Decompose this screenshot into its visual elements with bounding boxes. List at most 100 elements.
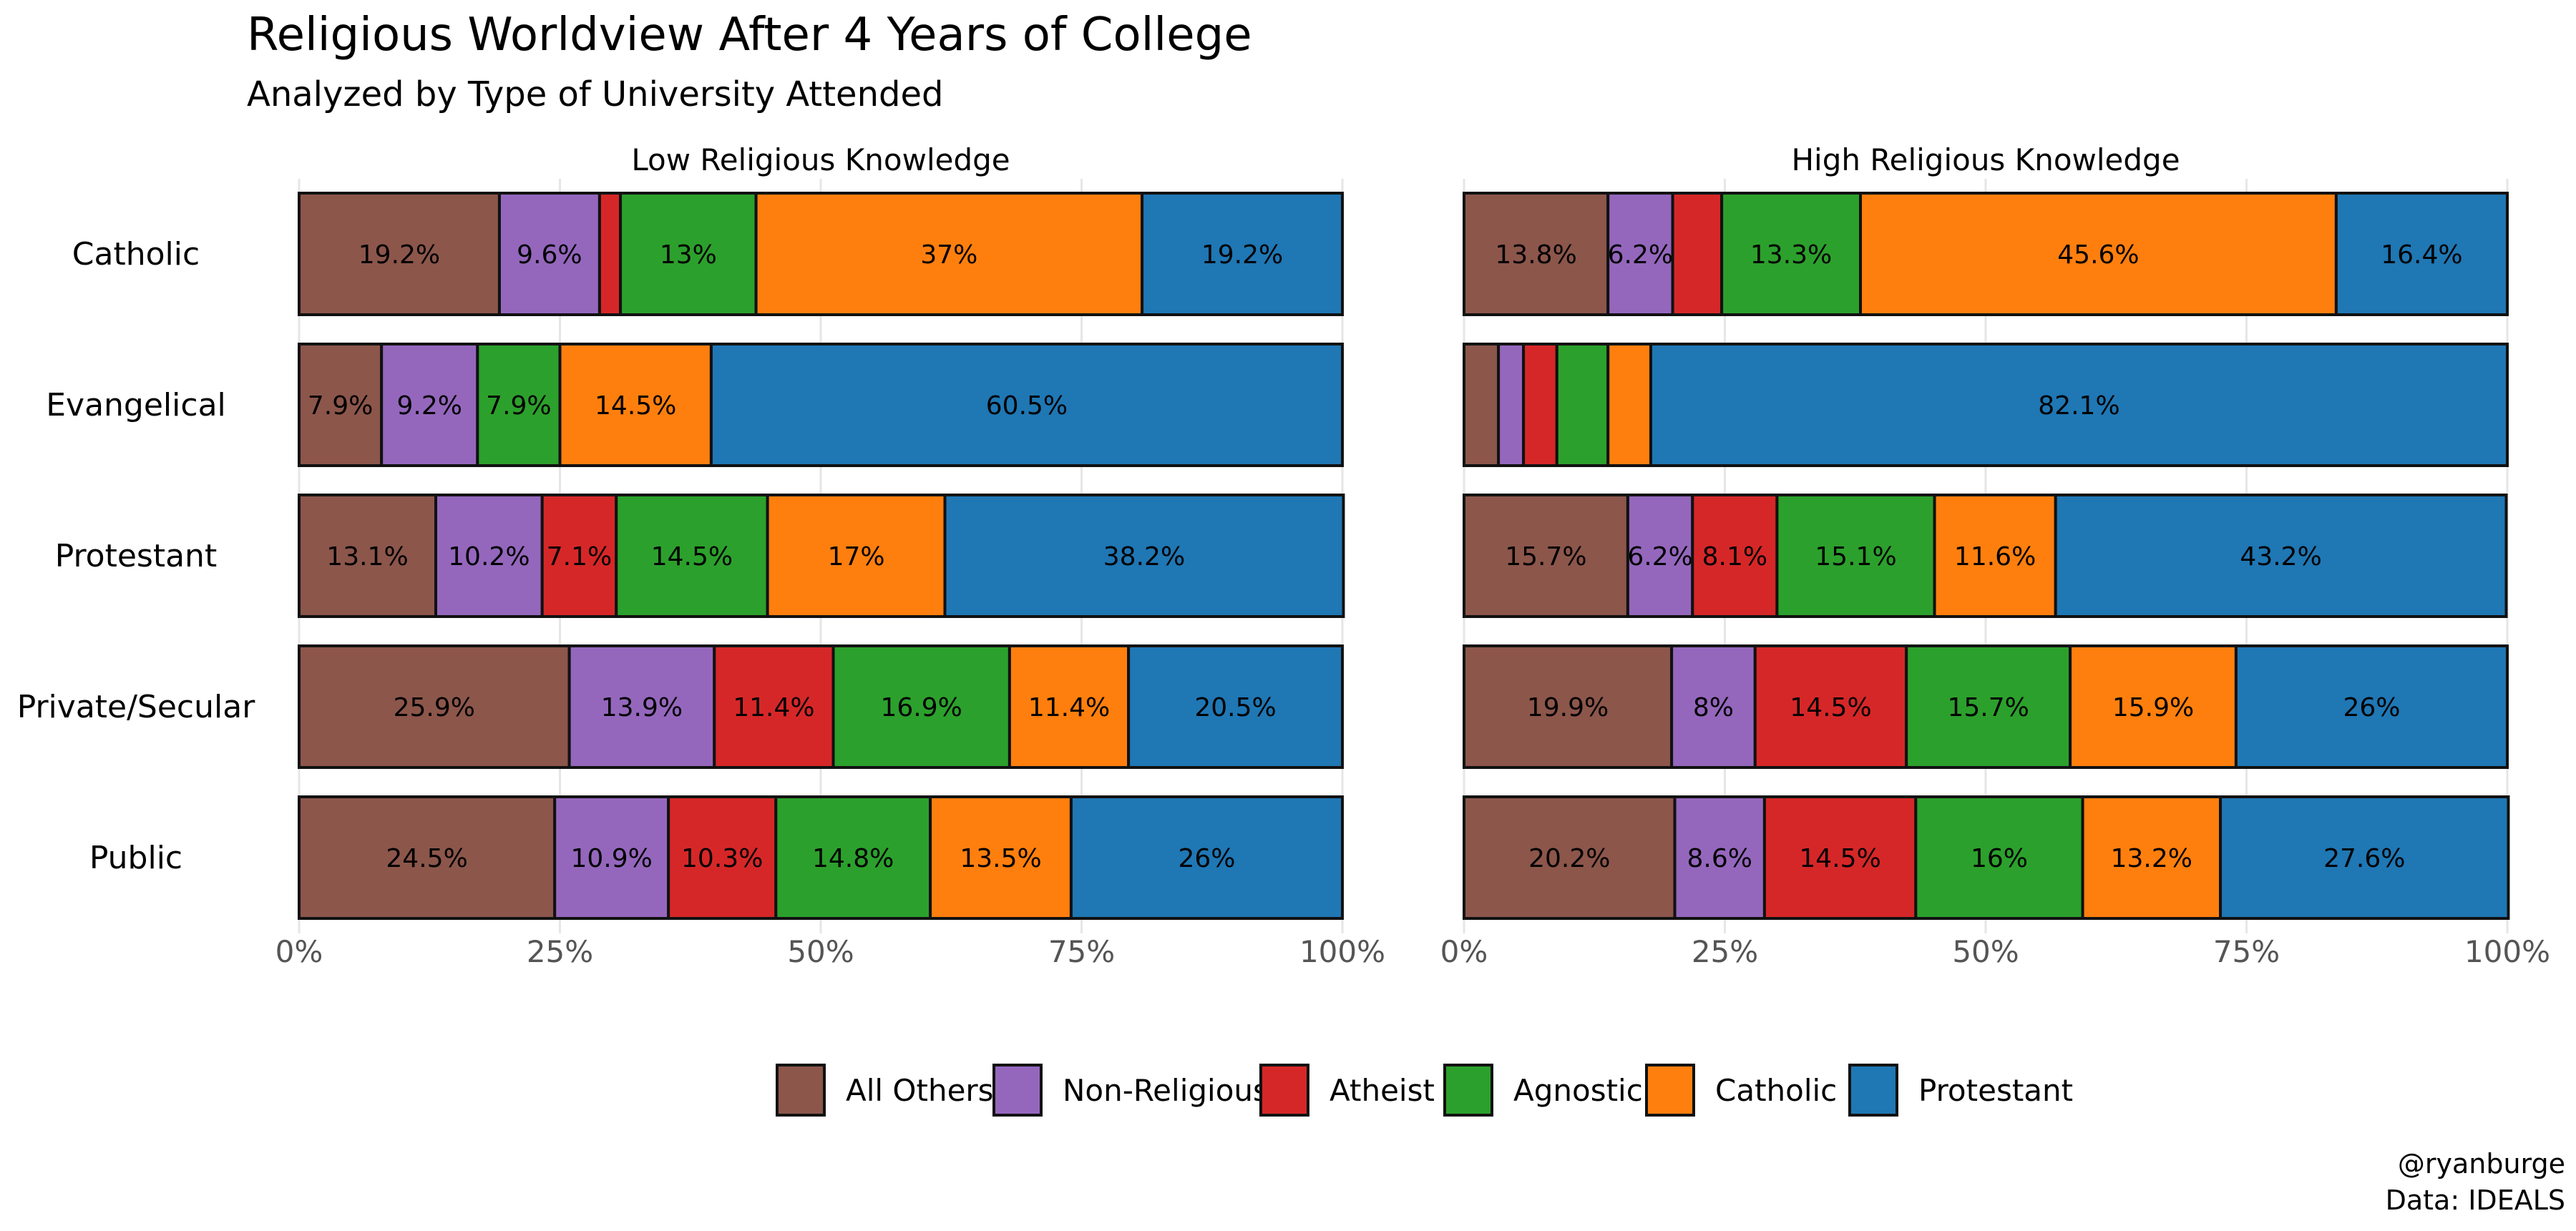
bar-segment-catholic — [1606, 343, 1652, 467]
x-tick-label: 25% — [1692, 934, 1758, 969]
bar-segment-all-others — [1463, 494, 1629, 618]
data-label: 37% — [920, 240, 977, 270]
bar-segment-all-others — [298, 795, 557, 920]
bar-segment-protestant — [1141, 192, 1344, 316]
bar-segment-atheist — [597, 192, 623, 316]
x-tick-label: 50% — [1952, 934, 2019, 969]
bar-segment-all-others — [1463, 644, 1674, 769]
category-label: Private/Secular — [17, 689, 255, 725]
bar-segment-agnostic — [831, 644, 1011, 769]
data-label: 14.8% — [812, 844, 894, 873]
data-label: 14.5% — [1799, 844, 1880, 873]
data-label: 7.9% — [308, 391, 373, 421]
data-label: 45.6% — [2057, 240, 2139, 270]
bar-segment-agnostic — [774, 795, 932, 920]
bar-segment-non-religious — [1673, 795, 1766, 920]
bar-segment-protestant — [2219, 795, 2510, 920]
data-label: 13.1% — [326, 542, 408, 572]
legend-key-non-religious — [992, 1064, 1043, 1117]
bar-segment-non-religious — [497, 192, 601, 316]
data-label: 16.9% — [881, 693, 962, 722]
bar-segment-catholic — [1008, 644, 1131, 769]
facet-title: Low Religious Knowledge — [631, 142, 1010, 177]
bar-segment-catholic — [766, 494, 947, 618]
legend: All Others Non-Religious Atheist Agnostic Ca… — [776, 1064, 2073, 1117]
data-label: 43.2% — [2240, 542, 2321, 572]
x-tick-label: 100% — [1299, 934, 1385, 969]
x-tick-label: 0% — [275, 934, 323, 969]
bar-segment-non-religious — [567, 644, 716, 769]
data-label: 10.3% — [681, 844, 763, 873]
data-label: 6.2% — [1627, 542, 1692, 572]
x-tick-label: 0% — [1440, 934, 1488, 969]
legend-label: Non-Religious — [1063, 1073, 1269, 1108]
bar-segment-catholic — [754, 192, 1144, 316]
category-label: Evangelical — [46, 387, 226, 423]
data-label: 25.9% — [394, 693, 475, 722]
legend-label: Protestant — [1918, 1073, 2073, 1108]
facet-title: High Religious Knowledge — [1791, 142, 2180, 177]
data-label: 26% — [2343, 693, 2400, 722]
bar-segment-non-religious — [1670, 644, 1757, 769]
panel-low: 0% 25% 50% 75% 100% Low Religious Knowledge 19… — [275, 142, 1385, 969]
data-label: 6.2% — [1608, 240, 1673, 270]
data-label: 19.2% — [1201, 240, 1283, 270]
panel-high: 0% 25% 50% 75% 100% High Religious Knowledge 1… — [1440, 142, 2550, 969]
x-tick-label: 75% — [1048, 934, 1115, 969]
data-label: 11.6% — [1954, 542, 2036, 572]
category-label: Public — [89, 840, 182, 876]
data-label: 8% — [1693, 693, 1734, 722]
caption-handle: @ryanburge — [2398, 1148, 2565, 1179]
data-label: 20.5% — [1194, 693, 1276, 722]
bar-segment-agnostic — [1555, 343, 1610, 467]
bar-segment-protestant — [2054, 494, 2508, 618]
bar-segment-protestant — [1127, 644, 1344, 769]
legend-key-protestant — [1848, 1064, 1898, 1117]
data-label: 7.9% — [486, 391, 551, 421]
data-label: 17% — [828, 542, 885, 572]
data-label: 13.2% — [2111, 844, 2192, 873]
data-label: 11.4% — [733, 693, 814, 722]
data-label: 8.6% — [1687, 844, 1752, 873]
bar-segment-all-others — [298, 644, 571, 769]
data-label: 16.4% — [2381, 240, 2462, 270]
data-label: 19.2% — [358, 240, 440, 270]
data-label: 15.9% — [2112, 693, 2194, 722]
data-label: 27.6% — [2323, 844, 2405, 873]
bar-segment-protestant — [1069, 795, 1345, 920]
bar-segment-all-others — [1463, 343, 1501, 467]
data-label: 14.5% — [1790, 693, 1871, 722]
bar-segment-non-religious — [380, 343, 479, 467]
data-label: 15.7% — [1505, 542, 1586, 572]
chart-title: Religious Worldview After 4 Years of Col… — [247, 9, 1252, 62]
data-label: 15.7% — [1947, 693, 2029, 722]
bar-segment-protestant — [2234, 644, 2509, 769]
bar-segment-atheist — [1522, 343, 1558, 467]
data-label: 8.1% — [1702, 542, 1767, 572]
legend-label: Atheist — [1330, 1073, 1435, 1108]
data-label: 38.2% — [1103, 542, 1185, 572]
bar-segment-atheist — [1671, 192, 1724, 316]
bar-segment-catholic — [929, 795, 1073, 920]
bar-segment-catholic — [558, 343, 713, 467]
data-label: 13.3% — [1750, 240, 1832, 270]
bar-segment-catholic — [2069, 644, 2238, 769]
data-label: 60.5% — [986, 391, 1068, 421]
data-label: 82.1% — [2038, 391, 2119, 421]
legend-key-catholic — [1645, 1064, 1695, 1117]
bar-segment-atheist — [1691, 494, 1779, 618]
legend-label: Agnostic — [1513, 1073, 1643, 1108]
chart-subtitle: Analyzed by Type of University Attended — [247, 74, 943, 114]
bar-segment-catholic — [1933, 494, 2057, 618]
x-tick-label: 25% — [527, 934, 593, 969]
bar-segment-non-religious — [1497, 343, 1526, 467]
data-label: 16% — [1971, 844, 2028, 873]
data-label: 9.6% — [517, 240, 582, 270]
legend-key-atheist — [1259, 1064, 1309, 1117]
data-label: 13.9% — [601, 693, 683, 722]
bar-segment-non-religious — [553, 795, 670, 920]
data-label: 7.1% — [547, 542, 612, 572]
bar-segment-atheist — [667, 795, 778, 920]
category-label: Catholic — [72, 236, 200, 273]
data-label: 13.5% — [960, 844, 1041, 873]
